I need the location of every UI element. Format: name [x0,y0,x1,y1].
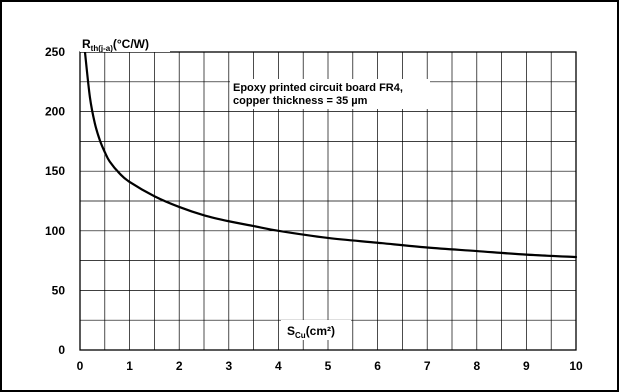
x-tick-label: 3 [225,359,232,373]
x-axis-label-sub: Cu [295,331,306,340]
y-axis-label-main: R [82,37,91,51]
axes [79,51,577,351]
y-tick-labels: 0 50 100 150 200 250 [45,45,65,357]
x-tick-label: 2 [176,359,183,373]
x-tick-label: 1 [126,359,133,373]
x-axis-label-unit: (cm²) [306,324,335,338]
x-tick-label: 0 [77,359,84,373]
y-tick-label: 100 [45,224,65,238]
series-line [83,50,578,259]
y-tick-label: 150 [45,164,65,178]
y-axis-label-unit: (°C/W) [113,37,149,51]
x-tick-label: 8 [473,359,480,373]
annotation-line-1: Epoxy printed circuit board FR4, [233,82,403,94]
y-axis-label-bg [80,34,170,52]
x-tick-label: 4 [275,359,282,373]
y-axis-label-sub: th(j-a) [91,44,114,53]
x-axis-label: SCu(cm²) [287,324,335,340]
annotation-line-2: copper thickness = 35 µm [233,95,368,107]
x-tick-label: 7 [424,359,431,373]
y-tick-label: 0 [58,343,65,357]
x-tick-label: 9 [523,359,530,373]
x-tick-label: 10 [569,359,583,373]
y-axis-label: Rth(j-a)(°C/W) [82,37,149,53]
plot-border [79,51,577,351]
annotation-bg [230,79,430,109]
x-tick-labels: 0 1 2 3 4 5 6 7 8 9 10 [77,359,583,373]
y-tick-label: 200 [45,105,65,119]
x-tick-label: 5 [325,359,332,373]
x-axis-label-bg [281,320,351,340]
y-tick-label: 50 [52,283,66,297]
x-tick-label: 6 [374,359,381,373]
y-tick-label: 250 [45,45,65,59]
x-axis-label-main: S [287,324,295,338]
